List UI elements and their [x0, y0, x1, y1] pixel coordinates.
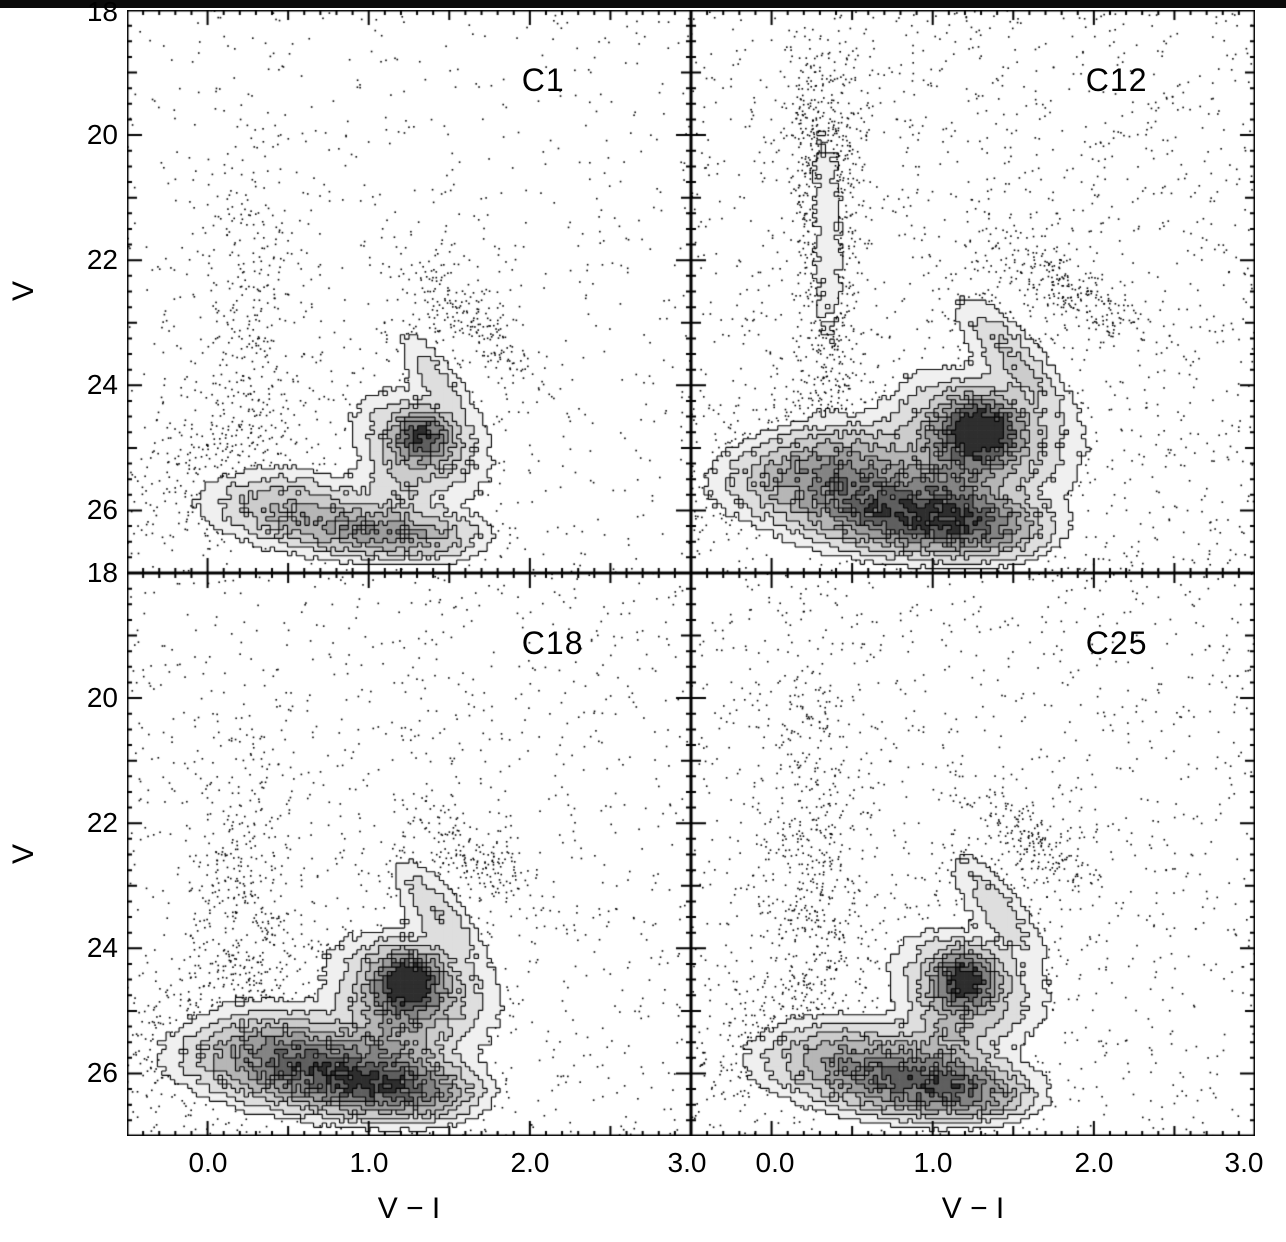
cmd-plot-c25: [691, 573, 1255, 1136]
cmd-plot-c12: [691, 10, 1255, 573]
y-tick-label: 20: [86, 682, 118, 713]
panel-label-c1: C1: [521, 62, 565, 98]
y-tick-label: 18: [86, 557, 118, 588]
y-axis-title: V: [7, 280, 40, 302]
panel-c12: C12: [691, 10, 1255, 573]
x-tick-label: 2.0: [1074, 1147, 1114, 1178]
y-tick-label: 24: [86, 932, 118, 963]
x-tick-label: 3.0: [667, 1147, 707, 1178]
x-tick-label: 1.0: [913, 1147, 953, 1178]
x-tick-label: 3.0: [1224, 1147, 1264, 1178]
panel-c1: C1: [127, 10, 691, 573]
figure-top-edge: [0, 0, 1286, 8]
y-tick-label: 26: [86, 1057, 118, 1088]
x-tick-label: 2.0: [510, 1147, 550, 1178]
panel-label-c12: C12: [1085, 62, 1148, 98]
y-tick-label: 24: [86, 369, 118, 400]
y-tick-label: 18: [86, 0, 118, 27]
x-tick-label: 0.0: [188, 1147, 228, 1178]
panel-c25: C25: [691, 573, 1255, 1136]
x-tick-label: 0.0: [755, 1147, 795, 1178]
panel-c18: C18: [127, 573, 691, 1136]
y-tick-label: 22: [86, 807, 118, 838]
panel-label-c18: C18: [521, 625, 584, 661]
y-axis-title: V: [7, 843, 40, 865]
x-tick-label: 1.0: [349, 1147, 389, 1178]
y-tick-label: 26: [86, 494, 118, 525]
x-axis-title: V − I: [377, 1192, 441, 1225]
cmd-plot-c1: [127, 10, 691, 573]
y-tick-label: 20: [86, 119, 118, 150]
cmd-plot-c18: [127, 573, 691, 1136]
x-axis-title: V − I: [941, 1192, 1005, 1225]
y-tick-label: 22: [86, 244, 118, 275]
panel-label-c25: C25: [1085, 625, 1148, 661]
